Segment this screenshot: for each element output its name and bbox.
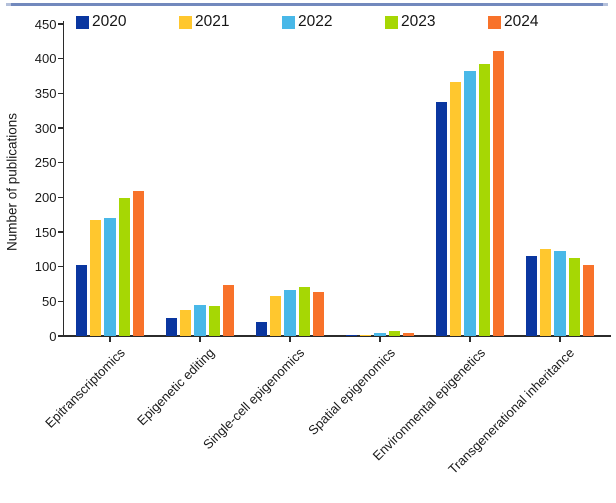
- bar-2023-epigenetic-editing: [208, 306, 220, 336]
- x-tick-mark: [199, 336, 201, 342]
- y-tick-mark: [57, 162, 63, 164]
- x-axis-line: [62, 335, 611, 337]
- bar-2024-transgenerational-inheritance: [582, 264, 595, 336]
- legend-item-2020: 2020: [76, 14, 126, 30]
- y-tick-label: 400: [34, 51, 57, 67]
- bar-2022-environmental-epigenetics: [464, 71, 476, 336]
- legend-item-2023: 2023: [385, 14, 435, 30]
- legend-label-2023: 2023: [401, 13, 436, 30]
- y-tick-mark: [57, 23, 63, 25]
- bar-2023-environmental-epigenetics: [478, 63, 490, 336]
- y-tick-mark: [57, 196, 63, 198]
- bar-2021-transgenerational-inheritance: [540, 248, 552, 336]
- legend-label-2022: 2022: [298, 13, 333, 30]
- legend-swatch-2020: [76, 15, 89, 29]
- y-tick-mark: [57, 335, 63, 337]
- legend-swatch-2021: [179, 15, 192, 29]
- x-category-label: Epigenetic editing: [134, 345, 218, 429]
- y-tick-label: 50: [42, 293, 57, 309]
- bar-2023-epitranscriptomics: [118, 198, 130, 336]
- bar-2021-epitranscriptomics: [90, 219, 102, 336]
- bar-2020-transgenerational-inheritance: [525, 255, 538, 336]
- bar-2022-epitranscriptomics: [104, 218, 116, 336]
- y-tick-mark: [57, 92, 63, 94]
- legend-swatch-2023: [385, 15, 398, 29]
- y-tick-mark: [57, 231, 63, 233]
- bar-2022-transgenerational-inheritance: [554, 251, 566, 336]
- legend-swatch-2024: [488, 15, 501, 29]
- bar-2022-spatial-epigenomics: [374, 332, 386, 336]
- bar-2021-spatial-epigenomics: [360, 334, 372, 336]
- y-tick-label: 100: [34, 259, 57, 275]
- bar-2021-single-cell-epigenomics: [270, 295, 282, 336]
- top-divider-rule: [6, 3, 608, 6]
- bar-2024-epigenetic-editing: [222, 284, 235, 336]
- y-tick-label: 350: [34, 85, 57, 101]
- bar-2020-epigenetic-editing: [165, 317, 178, 336]
- y-tick-mark: [57, 266, 63, 268]
- x-tick-mark: [289, 336, 291, 342]
- y-tick-mark: [57, 300, 63, 302]
- y-tick-label: 250: [34, 155, 57, 171]
- x-tick-mark: [559, 336, 561, 342]
- x-tick-mark: [379, 336, 381, 342]
- x-category-label: Epitranscriptomics: [41, 345, 128, 431]
- legend-label-2021: 2021: [195, 13, 230, 30]
- y-tick-label: 150: [34, 224, 57, 240]
- y-tick-label: 450: [34, 16, 57, 32]
- x-tick-mark: [109, 336, 111, 342]
- bar-2022-epigenetic-editing: [194, 304, 206, 336]
- bar-2020-single-cell-epigenomics: [255, 322, 268, 336]
- bar-2024-single-cell-epigenomics: [312, 292, 325, 336]
- bar-2024-epitranscriptomics: [132, 191, 145, 336]
- x-category-label: Single-cell epigenomics: [200, 345, 308, 453]
- x-tick-mark: [469, 336, 471, 342]
- bar-2020-epitranscriptomics: [75, 265, 88, 336]
- legend-label-2024: 2024: [504, 13, 539, 30]
- bar-2024-environmental-epigenetics: [492, 51, 505, 336]
- legend-label-2020: 2020: [92, 13, 127, 30]
- legend-item-2024: 2024: [488, 14, 538, 30]
- bar-2023-transgenerational-inheritance: [568, 257, 580, 336]
- y-tick-mark: [57, 58, 63, 60]
- y-tick-mark: [57, 127, 63, 129]
- bar-2024-spatial-epigenomics: [402, 332, 415, 336]
- y-tick-label: 200: [34, 189, 57, 205]
- bar-2022-single-cell-epigenomics: [284, 290, 296, 336]
- bar-2023-spatial-epigenomics: [388, 331, 400, 336]
- y-tick-label: 300: [34, 120, 57, 136]
- y-axis-line: [62, 21, 65, 337]
- legend-swatch-2022: [282, 15, 295, 29]
- bar-2020-environmental-epigenetics: [435, 101, 448, 336]
- x-category-label: Spatial epigenomics: [304, 345, 398, 438]
- legend-item-2021: 2021: [179, 14, 229, 30]
- legend-item-2022: 2022: [282, 14, 332, 30]
- bar-2020-spatial-epigenomics: [345, 335, 358, 336]
- bar-2023-single-cell-epigenomics: [298, 287, 310, 336]
- bar-2021-epigenetic-editing: [180, 309, 192, 336]
- bar-2021-environmental-epigenetics: [450, 81, 462, 336]
- y-tick-label: 0: [49, 328, 57, 344]
